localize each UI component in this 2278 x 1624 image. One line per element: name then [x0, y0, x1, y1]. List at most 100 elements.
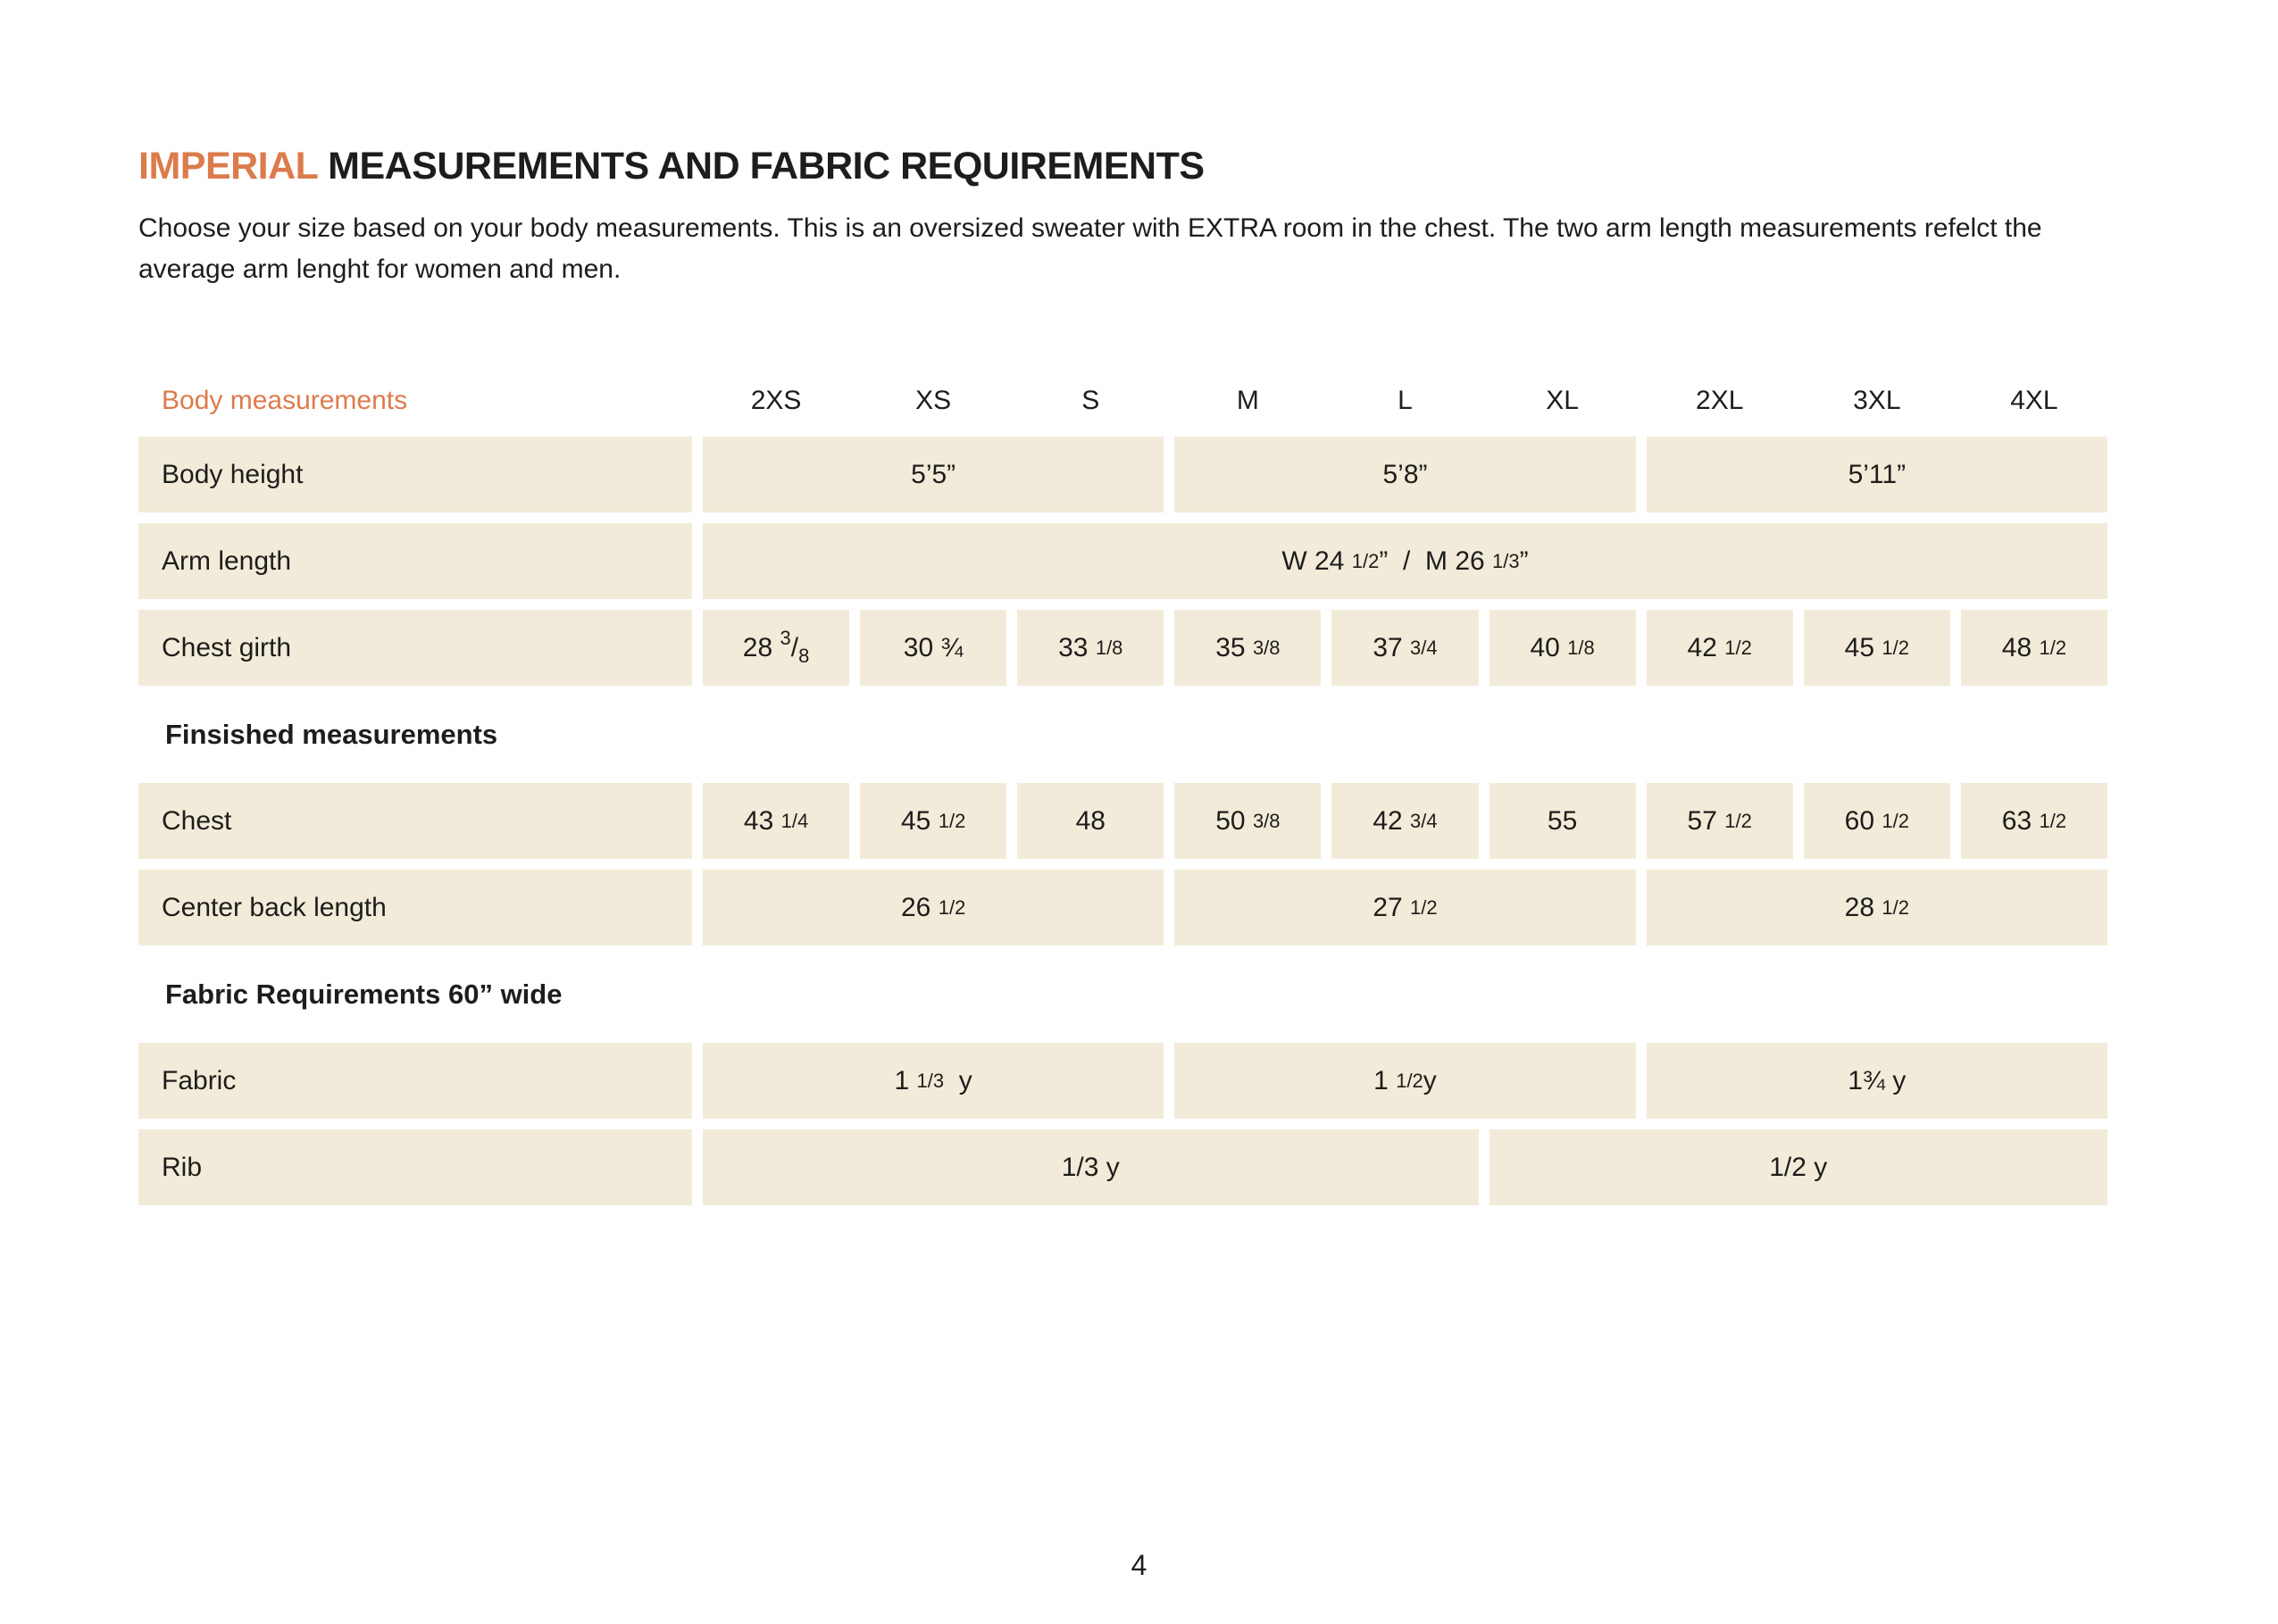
cell-text: 55 — [1547, 805, 1578, 836]
size-column-header: XS — [915, 385, 952, 415]
cell-text: 1/3 — [1492, 549, 1520, 572]
cell-text: 43 — [743, 805, 781, 836]
cell-text: 1/4 — [780, 809, 809, 832]
table-cell: 37 3/4 — [1331, 610, 1479, 686]
table-header-label: Body measurements — [162, 385, 408, 415]
cell-text: 60 — [1844, 805, 1882, 836]
table-cell: W 24 1/2” / M 26 1/3” — [703, 523, 2107, 599]
table-row: Body height 5’5” 5’8” 5’11” — [138, 437, 2107, 512]
cell-text: / — [790, 632, 799, 662]
table-cell: 1¾ y — [1646, 1043, 2107, 1119]
page-title-rest: MEASUREMENTS AND FABRIC REQUIREMENTS — [317, 145, 1205, 187]
table-cell: 5’8” — [1174, 437, 1636, 512]
cell-text: 1 — [1373, 1065, 1397, 1095]
section-header: Finsished measurements — [165, 718, 498, 750]
size-column-header: S — [1081, 385, 1100, 415]
table-cell: 48 — [1017, 783, 1164, 859]
table-cell: 33 1/8 — [1017, 610, 1164, 686]
table-cell: 45 1/2 — [860, 783, 1007, 859]
table-cell: 60 1/2 — [1803, 783, 1950, 859]
cell-text: 1/8 — [1567, 636, 1595, 659]
cell-text: y — [1423, 1065, 1437, 1095]
cell-text: 1/2 — [1351, 549, 1380, 572]
table-cell: 42 1/2 — [1646, 610, 1793, 686]
cell-text: 28 — [742, 632, 780, 662]
table-cell: 63 1/2 — [1960, 783, 2107, 859]
table-header-row: Body measurements 2XS XS S M L XL 2XL 3XL 4XL — [138, 376, 2107, 425]
cell-text: 57 — [1687, 805, 1725, 836]
size-table: Body measurements 2XS XS S M L XL 2XL 3XL 4XL Body… — [138, 376, 2107, 1205]
cell-text: 40 — [1530, 632, 1568, 662]
intro-paragraph: Choose your size based on your body meas… — [138, 213, 2042, 284]
table-row: Arm length W 24 1/2” / M 26 1/3” — [138, 523, 2107, 599]
cell-text: 3/4 — [1410, 809, 1438, 832]
cell-text: 28 — [1844, 892, 1882, 922]
cell-text: 42 — [1687, 632, 1725, 662]
cell-text: 63 — [2001, 805, 2040, 836]
cell-text: 48 — [2001, 632, 2040, 662]
table-row: Rib 1/3 y 1/2 y — [138, 1129, 2107, 1205]
cell-text: 1/2 — [1882, 895, 1909, 919]
cell-text: 35 — [1215, 632, 1253, 662]
page-title: IMPERIAL MEASUREMENTS AND FABRIC REQUIRE… — [138, 145, 2107, 188]
cell-text: 1/2 — [938, 895, 966, 919]
table-cell: 48 1/2 — [1960, 610, 2107, 686]
size-column-header: L — [1398, 385, 1413, 415]
table-cell: 1/3 y — [703, 1129, 1479, 1205]
table-row: Chest girth 28 3/8 30 ¾ 33 1/8 35 3/8 37 3/4 4… — [138, 610, 2107, 686]
table-cell: 1 1/2 y — [1174, 1043, 1636, 1119]
table-cell: 5’11” — [1646, 437, 2107, 512]
cell-text: 1/2 — [1410, 895, 1438, 919]
table-cell: 1/2 y — [1489, 1129, 2107, 1205]
cell-text: 50 — [1215, 805, 1253, 836]
cell-text: 1 — [894, 1065, 917, 1095]
row-label: Fabric — [138, 1043, 692, 1119]
cell-text: 1/2 — [1882, 809, 1909, 832]
size-column-header: XL — [1546, 385, 1579, 415]
cell-text: y — [944, 1065, 972, 1095]
cell-text: 1/2 — [1396, 1069, 1423, 1092]
row-label: Body height — [138, 437, 692, 512]
table-cell: 55 — [1489, 783, 1636, 859]
table-cell: 35 3/8 — [1174, 610, 1322, 686]
cell-text: 5’5” — [911, 459, 956, 489]
cell-text: 33 — [1058, 632, 1096, 662]
cell-text: 1/8 — [1095, 636, 1123, 659]
table-cell: 28 1/2 — [1646, 870, 2107, 945]
cell-text: W 24 — [1281, 545, 1352, 576]
row-label: Rib — [138, 1129, 692, 1205]
row-label: Chest girth — [138, 610, 692, 686]
cell-text: 30 ¾ — [903, 632, 964, 662]
cell-text: 1/3 y — [1061, 1152, 1120, 1182]
cell-text: 5’8” — [1382, 459, 1428, 489]
row-label: Chest — [138, 783, 692, 859]
cell-text: 1/2 — [2039, 809, 2067, 832]
cell-text: 8 — [798, 644, 810, 667]
cell-text: 1¾ y — [1848, 1065, 1907, 1095]
table-cell: 26 1/2 — [703, 870, 1164, 945]
cell-text: 1/2 — [1724, 809, 1752, 832]
cell-text: 1/2 — [1724, 636, 1752, 659]
cell-text: 3/8 — [1252, 636, 1281, 659]
table-cell: 5’5” — [703, 437, 1164, 512]
page-title-accent: IMPERIAL — [138, 145, 318, 187]
table-cell: 27 1/2 — [1174, 870, 1636, 945]
table-cell: 1 1/3 y — [703, 1043, 1164, 1119]
cell-text: 3/4 — [1410, 636, 1438, 659]
cell-text: 48 — [1075, 805, 1106, 836]
table-cell: 43 1/4 — [703, 783, 850, 859]
table-cell: 50 3/8 — [1174, 783, 1322, 859]
page-number: 4 — [1131, 1549, 1147, 1581]
cell-text: 26 — [901, 892, 939, 922]
cell-text: 1/2 — [1882, 636, 1909, 659]
row-label: Arm length — [138, 523, 692, 599]
table-cell: 40 1/8 — [1489, 610, 1636, 686]
cell-text: 1/2 — [2039, 636, 2067, 659]
table-cell: 45 1/2 — [1803, 610, 1950, 686]
table-cell: 57 1/2 — [1646, 783, 1793, 859]
table-row: Center back length 26 1/2 27 1/2 28 1/2 — [138, 870, 2107, 945]
page-content: IMPERIAL MEASUREMENTS AND FABRIC REQUIRE… — [138, 0, 2107, 1216]
cell-text: ” / M 26 — [1379, 545, 1493, 576]
